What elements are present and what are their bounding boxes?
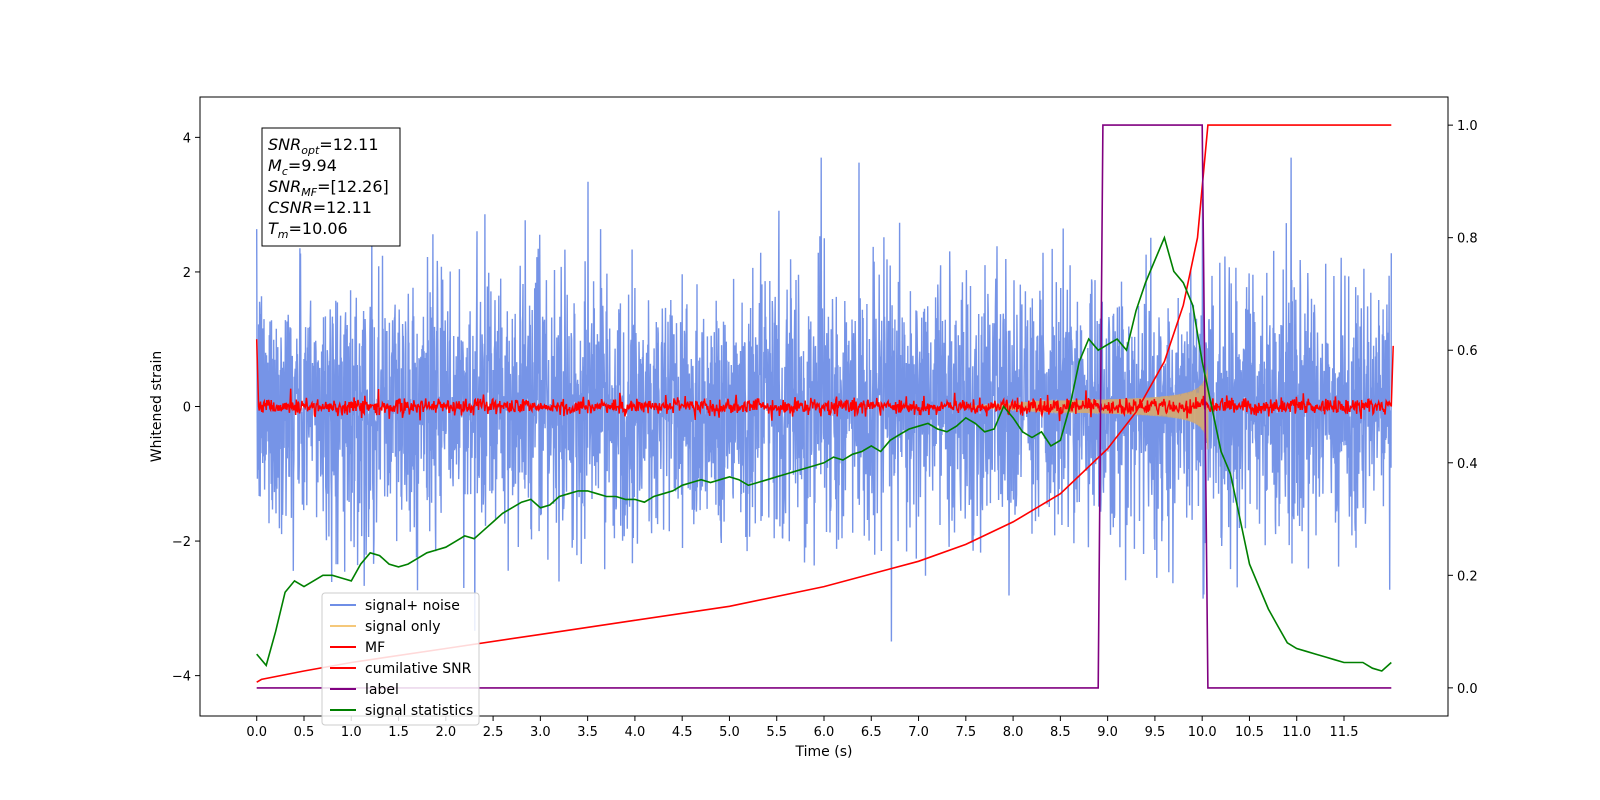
x-tick-label: 5.0: [719, 725, 740, 740]
x-tick-label: 2.5: [483, 725, 504, 740]
legend: signal+ noise signal only MF cumilative SNR…: [321, 592, 480, 726]
y-right-tick-label: 0.6: [1457, 344, 1478, 359]
annotation-line: Mc=9.94: [268, 156, 337, 178]
x-tick-label: 0.5: [294, 725, 315, 740]
x-tick-label: 4.0: [625, 725, 646, 740]
x-tick-label: 0.0: [246, 725, 267, 740]
y-left-tick-label: −4: [172, 670, 191, 685]
series-label-line: [256, 124, 1392, 689]
x-tick-label: 9.0: [1097, 725, 1118, 740]
legend-label: signal statistics: [365, 703, 473, 719]
legend-frame: [321, 592, 480, 726]
annotation-line: Tm=10.06: [268, 219, 348, 241]
x-tick-label: 6.0: [814, 725, 835, 740]
x-tick-label: 4.5: [672, 725, 693, 740]
y-right-tick-label: 0.8: [1457, 232, 1478, 247]
y-right-tick-label: 0.4: [1457, 457, 1478, 472]
x-tick-label: 7.5: [955, 725, 976, 740]
annotation-line: SNRopt=12.11: [268, 135, 379, 157]
y-left-tick-label: 2: [183, 266, 191, 281]
x-tick-label: 5.5: [766, 725, 787, 740]
legend-label: signal only: [365, 619, 440, 635]
x-tick-label: 7.0: [908, 725, 929, 740]
series-mf-line: [255, 339, 1394, 422]
y-axis-label: Whitened strain: [149, 351, 165, 462]
x-tick-label: 10.0: [1188, 725, 1217, 740]
annotation-frame: [261, 127, 401, 247]
y-left-tick-label: 4: [183, 131, 191, 146]
x-tick-label: 6.5: [861, 725, 882, 740]
x-tick-label: 3.0: [530, 725, 551, 740]
annotation-line: CSNR=12.11: [268, 198, 372, 217]
y-right-tick-label: 0.2: [1457, 569, 1478, 584]
annotation-box: SNRopt=12.11Mc=9.94SNRMF=[12.26]CSNR=12.…: [261, 127, 401, 247]
legend-label: label: [365, 682, 399, 698]
x-tick-label: 8.5: [1050, 725, 1071, 740]
x-tick-label: 11.0: [1282, 725, 1311, 740]
y-right-tick-label: 1.0: [1457, 119, 1478, 134]
x-tick-label: 10.5: [1235, 725, 1264, 740]
plot-area: [255, 124, 1394, 689]
x-tick-label: 2.0: [435, 725, 456, 740]
legend-label: MF: [365, 640, 385, 656]
x-tick-label: 1.0: [341, 725, 362, 740]
x-tick-label: 1.5: [388, 725, 409, 740]
annotation-line: SNRMF=[12.26]: [268, 177, 389, 199]
x-axis-label: Time (s): [795, 744, 853, 760]
legend-label: signal+ noise: [365, 598, 460, 614]
legend-label: cumilative SNR: [365, 661, 472, 677]
x-tick-label: 3.5: [577, 725, 598, 740]
y-right-tick-label: 0.0: [1457, 682, 1478, 697]
y-left-tick-label: 0: [183, 401, 191, 416]
series-signal-statistics-line: [256, 235, 1392, 672]
y-left-tick-label: −2: [172, 535, 191, 550]
x-tick-label: 8.0: [1003, 725, 1024, 740]
x-tick-label: 11.5: [1330, 725, 1359, 740]
x-tick-label: 9.5: [1145, 725, 1166, 740]
